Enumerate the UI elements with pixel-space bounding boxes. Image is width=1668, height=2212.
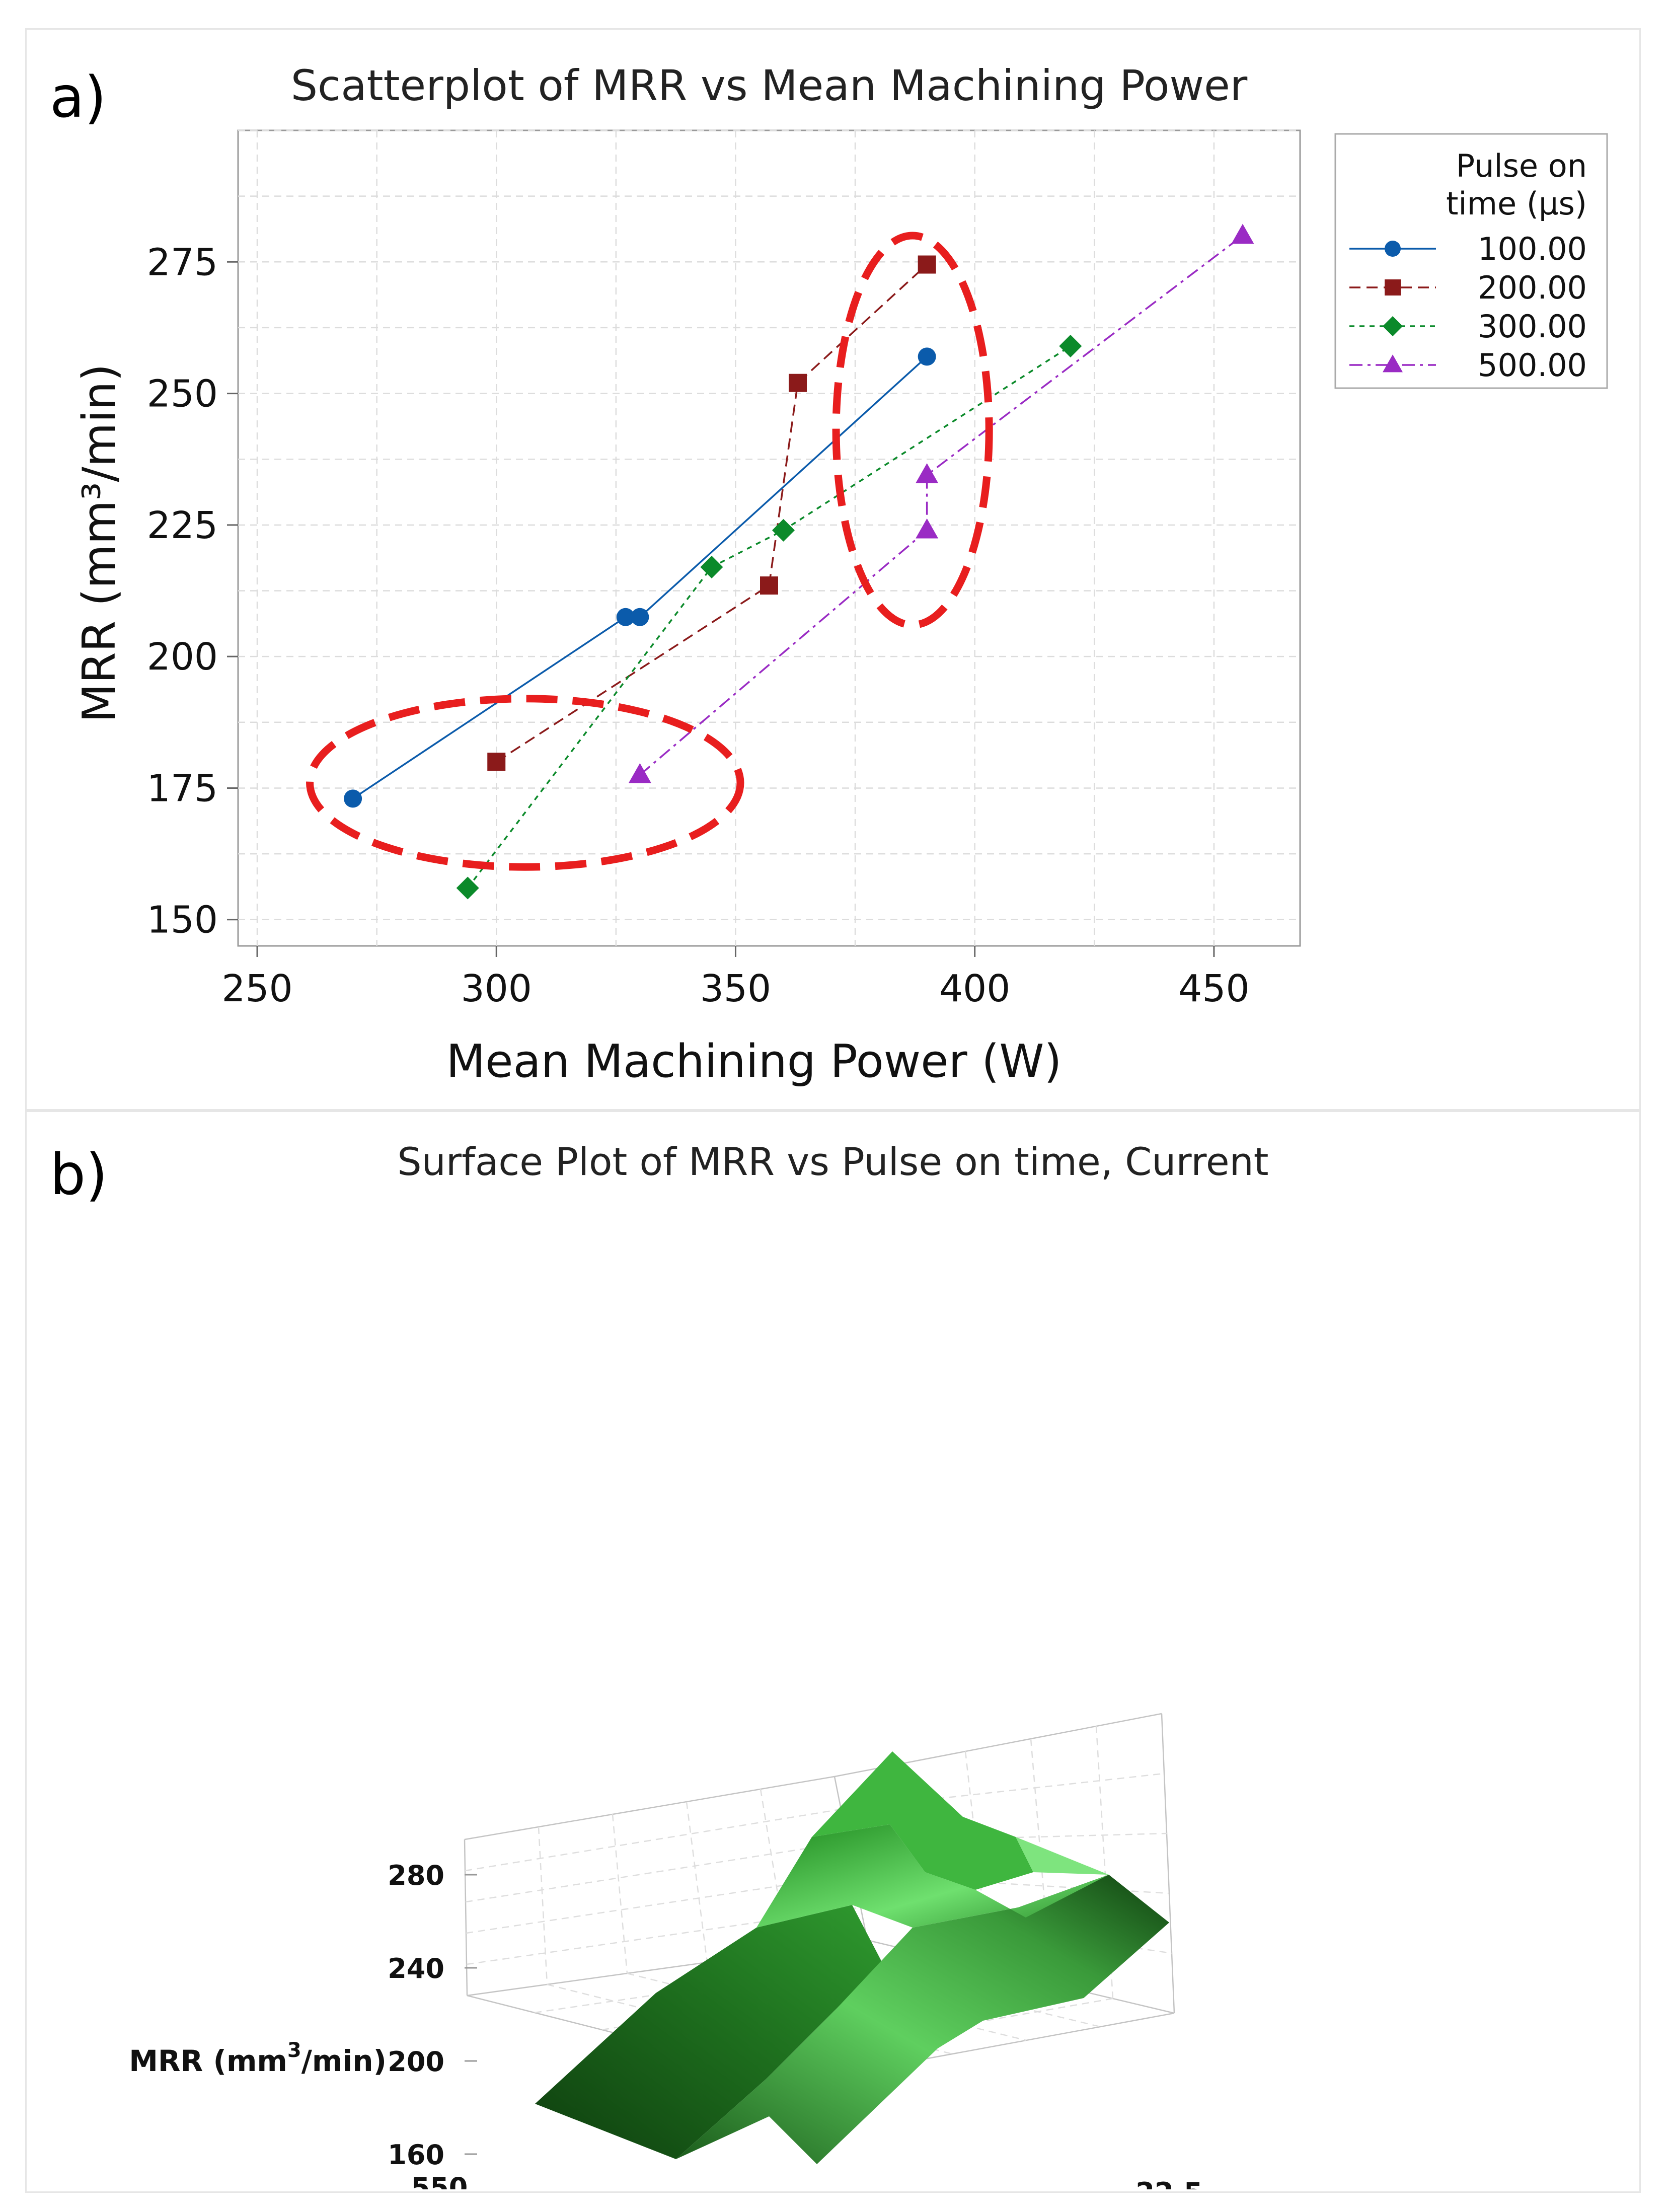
- highlight-ellipse: [306, 695, 744, 871]
- surface-highlight: [1016, 1837, 1109, 1875]
- data-point: [700, 555, 723, 578]
- surface-face-top: [756, 1824, 1109, 1928]
- grid-line: [686, 1801, 708, 1963]
- y-tick-label: 175: [147, 767, 218, 810]
- surface-face-left: [535, 1905, 882, 2159]
- data-point: [456, 876, 479, 900]
- y-tick-label: 225: [147, 504, 218, 547]
- data-point: [628, 763, 651, 783]
- data-point: [344, 789, 362, 808]
- panel-a-label: a): [50, 65, 107, 130]
- chart-title: Scatterplot of MRR vs Mean Machining Pow…: [291, 61, 1248, 110]
- legend-title-line1: Pulse on: [1456, 148, 1587, 184]
- legend-entry: 500.00: [1478, 347, 1587, 384]
- grid-line: [465, 1808, 842, 1872]
- legend-marker: [1385, 279, 1401, 296]
- surface-face-right: [676, 1875, 1169, 2164]
- legend-marker: [1383, 316, 1403, 336]
- x-tick-label: 350: [700, 967, 771, 1010]
- series-0: [344, 347, 936, 808]
- data-point: [1231, 224, 1254, 244]
- data-point: [916, 463, 939, 483]
- z-tick-label: 240: [388, 1953, 444, 1984]
- grid-line: [538, 1826, 548, 1985]
- z-axis-title-prefix: MRR (mm: [129, 2044, 287, 2078]
- series-1: [487, 255, 936, 771]
- x-tick-label: 450: [1178, 967, 1249, 1010]
- data-point: [631, 608, 649, 626]
- y-tick-label: 275: [147, 241, 218, 284]
- series-line: [639, 235, 1244, 776]
- y-axis-title: MRR (mm³/min): [73, 363, 126, 722]
- series-3: [628, 224, 1254, 783]
- box-edge: [1161, 1713, 1175, 2014]
- z-tick-label: 200: [388, 2046, 444, 2078]
- panel-a: a) Scatterplot of MRR vs Mean Machining …: [25, 28, 1641, 1111]
- data-point: [1059, 335, 1082, 358]
- z-axis-title: MRR (mm3/min): [129, 2039, 387, 2078]
- box-edge: [464, 1839, 468, 1996]
- surface-peak: [812, 1751, 1033, 1890]
- legend-entry: 300.00: [1478, 308, 1587, 345]
- y-tick-label: 200: [147, 635, 218, 679]
- series-2: [456, 335, 1082, 900]
- surface: [535, 1751, 1169, 2164]
- pulse-tick-label: 550: [411, 2172, 468, 2189]
- grid-line: [465, 1841, 848, 1903]
- z-tick-label: 280: [388, 1860, 444, 1891]
- x-tick-label: 300: [461, 967, 532, 1010]
- data-point: [918, 347, 936, 366]
- y-tick-label: 150: [147, 899, 218, 942]
- data-point: [487, 753, 506, 771]
- legend-title-line2: time (µs): [1446, 185, 1587, 222]
- surface-title: Surface Plot of MRR vs Pulse on time, Cu…: [397, 1139, 1268, 1184]
- grid-line: [1095, 1726, 1114, 1999]
- highlight-ellipse: [832, 232, 993, 629]
- x-axis-title: Mean Machining Power (W): [446, 1035, 1062, 1088]
- z-axis-title-sup: 3: [287, 2039, 301, 2062]
- y-tick-label: 250: [147, 373, 218, 416]
- z-axis-title-suffix: /min): [301, 2044, 387, 2078]
- x-tick-label: 400: [939, 967, 1010, 1010]
- data-point: [916, 518, 939, 539]
- x-tick-label: 250: [221, 967, 292, 1010]
- z-tick-label: 160: [388, 2139, 444, 2171]
- data-point: [616, 608, 635, 626]
- legend-entry: 100.00: [1478, 231, 1587, 267]
- grid-line: [612, 1814, 628, 1974]
- current-tick-label: 22.5: [1135, 2177, 1202, 2189]
- panel-b: b) Surface Plot of MRR vs Pulse on time,…: [25, 1111, 1641, 2212]
- data-point: [772, 519, 795, 542]
- scatterplot: Scatterplot of MRR vs Mean Machining Pow…: [73, 61, 1608, 1088]
- data-point: [789, 374, 807, 392]
- legend-entry: 200.00: [1478, 269, 1587, 306]
- legend-marker: [1383, 354, 1403, 373]
- data-point: [918, 255, 936, 274]
- box-edge: [464, 1776, 835, 1840]
- series-line: [496, 264, 928, 763]
- panel-b-label: b): [50, 1142, 108, 1208]
- legend-marker: [1385, 241, 1401, 257]
- data-point: [760, 576, 778, 595]
- legend-box: [1334, 133, 1608, 389]
- surface-plot: Surface Plot of MRR vs Pulse on time, Cu…: [129, 1139, 1268, 2212]
- series-line: [467, 345, 1071, 889]
